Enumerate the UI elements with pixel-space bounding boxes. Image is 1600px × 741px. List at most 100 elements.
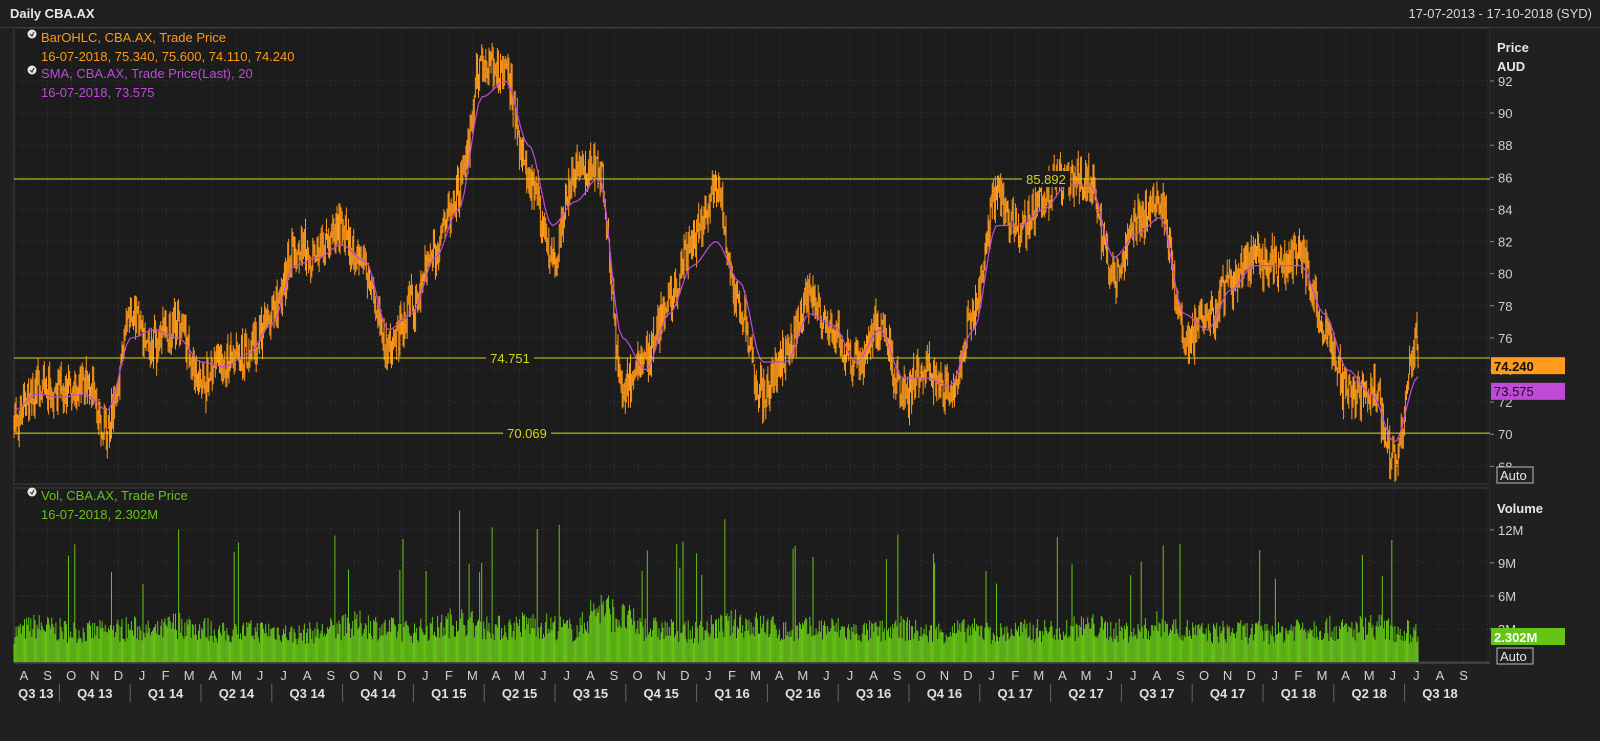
month-tick-label: D [114,668,123,683]
month-tick-label: F [445,668,453,683]
month-tick-label: M [1364,668,1375,683]
month-tick-label: O [349,668,359,683]
month-tick-label: M [467,668,478,683]
sma-value-tag [1491,382,1565,400]
month-tick-label: M [514,668,525,683]
month-tick-label: M [1317,668,1328,683]
y-axis-area [1490,28,1600,662]
price-tick-label: 88 [1498,138,1512,153]
last-volume-tag-text: 2.302M [1494,630,1537,645]
month-tick-label: D [1247,668,1256,683]
ohlc-bar [1078,173,1081,205]
ohlc-bar [437,243,440,271]
ohlc-bar [1303,239,1306,264]
month-tick-label: M [1033,668,1044,683]
month-tick-label: F [162,668,170,683]
ohlc-bar [1020,222,1023,243]
month-tick-label: J [823,668,830,683]
month-tick-label: J [1390,668,1397,683]
legend-series-label: SMA, CBA.AX, Trade Price(Last), 20 [41,66,253,81]
month-tick-label: M [231,668,242,683]
ohlc-bar [939,361,942,399]
ohlc-bar [752,346,755,363]
ohlc-bar [880,313,883,341]
volume-auto-button[interactable] [1496,647,1534,665]
info-icon-glyph [29,31,35,38]
price-auto-button[interactable] [1496,466,1534,484]
month-tick-label: M [797,668,808,683]
price-tick-label: 92 [1498,74,1512,89]
ohlc-bar [528,167,531,198]
ohlc-bar [582,154,585,176]
ohlc-bar [1015,207,1018,235]
price-tick-label: 76 [1498,331,1512,346]
ohlc-bar [1149,190,1152,228]
ohlc-bar [441,217,444,233]
ohlc-bar [736,280,739,299]
reference-label-bg [503,425,551,442]
ohlc-bar [1417,336,1419,369]
month-tick-label: J [847,668,854,683]
ohlc-bar [155,328,158,376]
month-tick-label: J [280,668,287,683]
quarter-tick-label: Q3 16 [856,686,891,701]
month-tick-label: J [1106,668,1113,683]
month-tick-label: A [1058,668,1067,683]
ohlc-bar [614,313,617,371]
ohlc-bar [1136,216,1138,246]
sma-legend[interactable]: SMA, CBA.AX, Trade Price(Last), 20 16-07-… [27,65,253,101]
info-icon[interactable] [27,487,37,497]
volume-legend[interactable]: Vol, CBA.AX, Trade Price 16-07-2018, 2.30… [27,487,188,523]
month-tick-label: J [705,668,712,683]
info-icon[interactable] [27,29,37,39]
ohlc-bar [106,431,109,459]
ohlc-bar [318,247,321,272]
month-tick-label: N [1223,668,1232,683]
last-volume-tag [1491,628,1565,645]
month-tick-label: J [1130,668,1137,683]
ohlc-bar [325,218,328,240]
quarter-tick-label: Q4 14 [360,686,396,701]
ohlc-bar [1226,259,1229,283]
reference-label-bg [486,349,534,366]
quarter-tick-label: Q2 17 [1068,686,1103,701]
month-tick-label: J [540,668,547,683]
quarter-tick-label: Q2 16 [785,686,820,701]
month-tick-label: A [586,668,595,683]
month-tick-label: A [869,668,878,683]
volume-tick-label: 6M [1498,589,1516,604]
price-panel [13,27,1491,485]
month-tick-label: D [397,668,406,683]
ohlc-bar [519,137,522,161]
month-tick-label: A [1436,668,1445,683]
legend-series-label: Vol, CBA.AX, Trade Price [41,488,188,503]
month-tick-label: J [422,668,429,683]
ohlc-bar [553,237,555,265]
month-tick-label: J [1413,668,1420,683]
month-tick-label: D [680,668,689,683]
ohlc-bar [1059,152,1062,172]
ohlc-bar [642,352,645,375]
quarter-tick-label: Q2 14 [219,686,255,701]
quarter-tick-label: Q4 17 [1210,686,1245,701]
month-tick-label: N [657,668,666,683]
ohlc-bar [597,150,599,189]
quarter-tick-label: Q3 14 [289,686,325,701]
ohlc-bar [306,240,309,260]
ohlc-bar [1010,211,1013,235]
ohlc-legend[interactable]: BarOHLC, CBA.AX, Trade Price 16-07-2018, … [27,29,295,65]
ohlc-bar [980,263,983,284]
quarter-tick-label: Q1 15 [431,686,466,701]
ohlc-bar [1360,380,1363,422]
info-icon[interactable] [27,65,37,75]
ohlc-bar [1222,264,1224,283]
month-tick-label: O [1199,668,1209,683]
info-icon-glyph [29,67,35,74]
month-tick-label: J [988,668,995,683]
ohlc-bar [1318,309,1321,334]
month-tick-label: A [1152,668,1161,683]
month-tick-label: A [303,668,312,683]
price-tick-label: 86 [1498,170,1512,185]
ohlc-bar [1106,233,1109,265]
